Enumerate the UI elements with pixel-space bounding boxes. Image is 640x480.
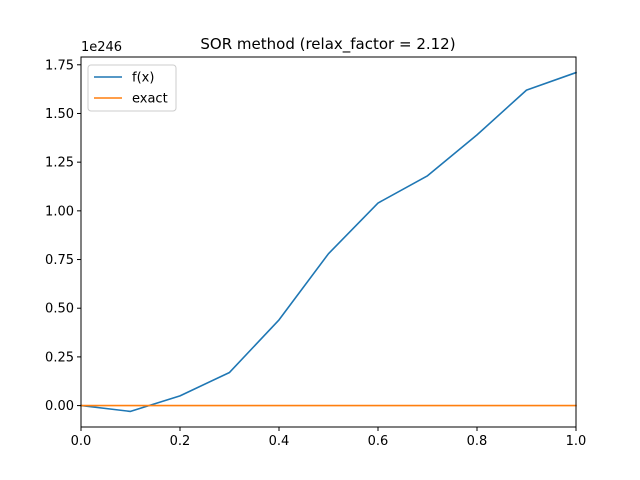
x-tick-label: 0.2 bbox=[170, 434, 191, 449]
y-tick-label: 0.00 bbox=[45, 399, 74, 414]
series-line-f-x bbox=[80, 71, 578, 413]
axes-frame bbox=[80, 56, 577, 428]
y-tick-label: 1.75 bbox=[45, 58, 74, 73]
chart-title: SOR method (relax_factor = 2.12) bbox=[200, 35, 455, 54]
x-tick-label: 0.4 bbox=[269, 434, 290, 449]
x-tick-label: 1.0 bbox=[566, 434, 587, 449]
y-tick-label: 1.25 bbox=[45, 156, 74, 171]
x-tick-label: 0.6 bbox=[368, 434, 389, 449]
x-tick-label: 0.8 bbox=[467, 434, 488, 449]
y-axis-offset-label: 1e246 bbox=[81, 40, 122, 55]
legend-label: exact bbox=[132, 92, 168, 107]
y-tick-label: 0.50 bbox=[45, 302, 74, 317]
y-tick-label: 0.75 bbox=[45, 253, 74, 268]
x-tick-label: 0.0 bbox=[71, 434, 92, 449]
legend: f(x) exact bbox=[87, 64, 177, 112]
plot-area: 0.0 0.2 0.4 0.6 0.8 1.0 0.00 0.25 0.50 0.75 1.00 1.… bbox=[45, 56, 587, 449]
legend-label: f(x) bbox=[132, 71, 154, 86]
y-tick-label: 1.50 bbox=[45, 107, 74, 122]
y-tick-label: 1.00 bbox=[45, 204, 74, 219]
y-tick-label: 0.25 bbox=[45, 350, 74, 365]
